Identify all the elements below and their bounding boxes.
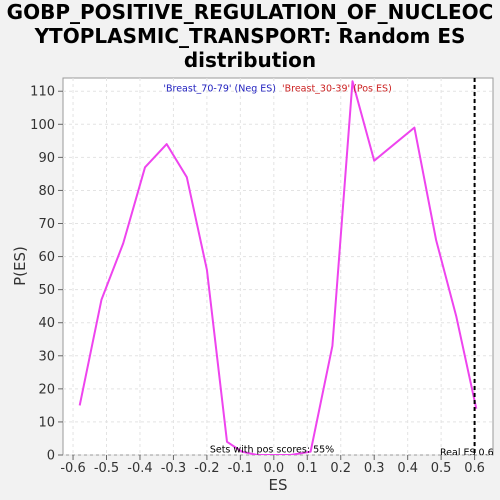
y-tick-label: 80 (38, 184, 55, 199)
x-tick-label: 0.5 (431, 461, 452, 476)
x-axis: -0.6 -0.5 -0.4 -0.3 -0.2 -0.1 0.0 0.1 0.2 0.3 0.4 0… (60, 455, 485, 476)
x-tick-label: 0.6 (464, 461, 485, 476)
y-tick-label: 20 (38, 382, 55, 397)
chart-title-line-2: YTOPLASMIC_TRANSPORT: Random ES (34, 24, 466, 48)
y-tick-label: 0 (47, 449, 55, 464)
x-tick-label: 0.4 (397, 461, 418, 476)
x-tick-label: -0.6 (60, 461, 85, 476)
pos-scores-annotation: Sets with pos scores: 55% (210, 445, 334, 456)
x-tick-label: 0.3 (364, 461, 385, 476)
x-tick-label: 0.2 (330, 461, 351, 476)
y-tick-label: 40 (38, 316, 55, 331)
x-tick-label: 0.0 (263, 461, 284, 476)
x-tick-label: -0.3 (161, 461, 186, 476)
series-group (78, 80, 478, 455)
chart-title: GOBP_POSITIVE_REGULATION_OF_NUCLEOC YTOP… (0, 0, 500, 72)
x-tick-label: -0.1 (228, 461, 253, 476)
y-tick-label: 50 (38, 283, 55, 298)
real-es-annotation: Real ES 0.6 (440, 448, 494, 459)
x-tick-label: -0.2 (194, 461, 219, 476)
y-tick-label: 90 (38, 151, 55, 166)
plot-area (62, 77, 494, 456)
y-tick-label: 30 (38, 349, 55, 364)
legend-neg: 'Breast_70-79' (Neg ES) (163, 84, 276, 95)
y-tick-label: 100 (30, 118, 55, 133)
y-axis: 0 10 20 30 40 50 60 70 80 90 100 110 (30, 85, 63, 464)
legend-pos: 'Breast_30-39' (Pos ES) (282, 84, 392, 95)
x-tick-label: -0.5 (94, 461, 119, 476)
y-tick-label: 60 (38, 250, 55, 265)
chart-title-line-1: GOBP_POSITIVE_REGULATION_OF_NUCLEOC (6, 0, 494, 24)
y-tick-label: 10 (38, 415, 55, 430)
y-axis-label: P(ES) (11, 246, 29, 286)
x-axis-label: ES (269, 476, 288, 494)
y-tick-label: 110 (30, 85, 55, 100)
chart-title-line-3: distribution (183, 48, 317, 72)
series-line (78, 80, 478, 455)
x-tick-label: -0.4 (127, 461, 152, 476)
x-tick-label: 0.1 (297, 461, 318, 476)
y-tick-label: 70 (38, 217, 55, 232)
